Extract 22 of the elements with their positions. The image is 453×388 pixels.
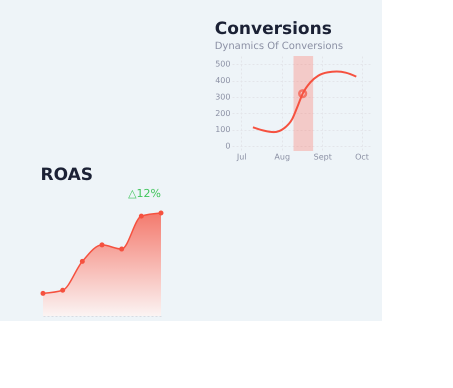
line-series: [252, 70, 358, 134]
chart-title: Conversions: [214, 19, 332, 39]
y-tick-label: 200: [215, 108, 230, 118]
x-tick-label: Jul: [236, 152, 246, 162]
point: [100, 242, 104, 248]
point: [60, 288, 66, 293]
text: △12%: [128, 187, 161, 200]
chart-title: ROAS: [40, 165, 93, 185]
point: [80, 258, 85, 264]
chart-subtitle: Dynamics Of Conversions: [214, 41, 344, 52]
point: [119, 246, 124, 252]
x-tick-label: Sept: [314, 152, 332, 162]
point: [138, 214, 144, 219]
y-tick-label: 500: [215, 60, 230, 69]
point: [40, 290, 46, 296]
y-tick-label: 100: [215, 125, 230, 134]
x-tick-label: Aug: [274, 152, 290, 162]
x-tick-label: Oct: [355, 152, 369, 162]
y-tick-label: 0: [225, 142, 230, 151]
y-tick-label: 300: [215, 92, 230, 102]
y-tick-label: 400: [215, 76, 230, 86]
point: [158, 210, 164, 216]
